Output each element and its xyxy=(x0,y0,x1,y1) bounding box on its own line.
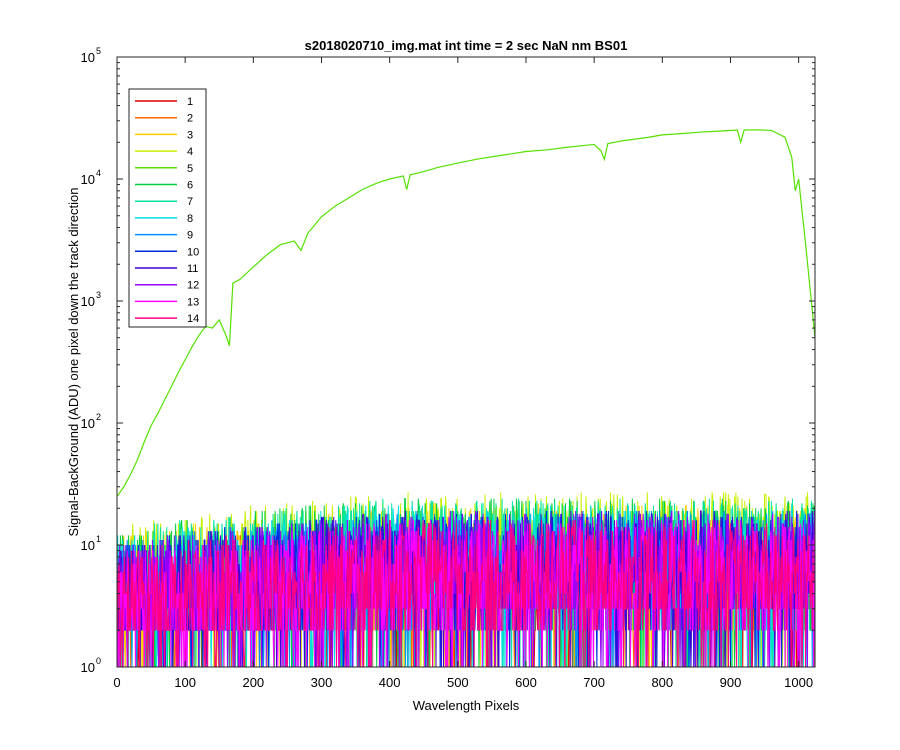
legend-label-11: 11 xyxy=(187,263,198,275)
legend-label-4: 4 xyxy=(187,146,193,158)
y-tick-exponent: 4 xyxy=(96,168,101,178)
series-line-14 xyxy=(117,520,815,667)
legend-label-3: 3 xyxy=(187,129,193,141)
legend-label-6: 6 xyxy=(187,180,193,192)
x-tick-label: 800 xyxy=(651,675,673,690)
legend-label-14: 14 xyxy=(187,313,199,325)
noise-series-layer xyxy=(117,492,815,667)
legend-label-8: 8 xyxy=(187,213,193,225)
y-tick-exponent: 0 xyxy=(96,656,101,666)
x-tick-label: 600 xyxy=(515,675,537,690)
y-tick-exponent: 3 xyxy=(96,290,101,300)
y-tick-label: 10 xyxy=(81,172,95,187)
y-tick-label: 10 xyxy=(81,416,95,431)
x-tick-label: 0 xyxy=(113,675,120,690)
y-tick-exponent: 5 xyxy=(96,46,101,56)
legend-box xyxy=(128,88,207,328)
x-tick-label: 1000 xyxy=(784,675,813,690)
legend-label-13: 13 xyxy=(187,296,199,308)
y-tick-label: 10 xyxy=(81,294,95,309)
y-axis-label: Signal-BackGround (ADU) one pixel down t… xyxy=(66,187,81,536)
x-tick-label: 300 xyxy=(311,675,333,690)
x-tick-label: 200 xyxy=(242,675,264,690)
x-tick-label: 500 xyxy=(447,675,469,690)
legend-label-2: 2 xyxy=(187,113,193,125)
x-tick-label: 900 xyxy=(720,675,742,690)
y-tick-label: 10 xyxy=(81,538,95,553)
legend-label-9: 9 xyxy=(187,230,193,242)
series-line-5 xyxy=(117,129,815,497)
x-tick-label: 700 xyxy=(583,675,605,690)
x-tick-label: 400 xyxy=(379,675,401,690)
legend-label-10: 10 xyxy=(187,246,199,258)
legend-label-1: 1 xyxy=(187,96,193,108)
chart-title: s2018020710_img.mat int time = 2 sec NaN… xyxy=(305,38,628,53)
y-tick-label: 10 xyxy=(81,50,95,65)
axes-box xyxy=(116,56,816,668)
signal-series-layer xyxy=(117,129,815,497)
y-tick-exponent: 1 xyxy=(96,534,101,544)
y-tick-label: 10 xyxy=(81,660,95,675)
legend-label-7: 7 xyxy=(187,196,193,208)
y-tick-exponent: 2 xyxy=(96,412,101,422)
x-axis-label: Wavelength Pixels xyxy=(413,698,520,713)
x-tick-label: 100 xyxy=(174,675,196,690)
legend-label-5: 5 xyxy=(187,163,193,175)
legend-label-12: 12 xyxy=(187,280,199,292)
